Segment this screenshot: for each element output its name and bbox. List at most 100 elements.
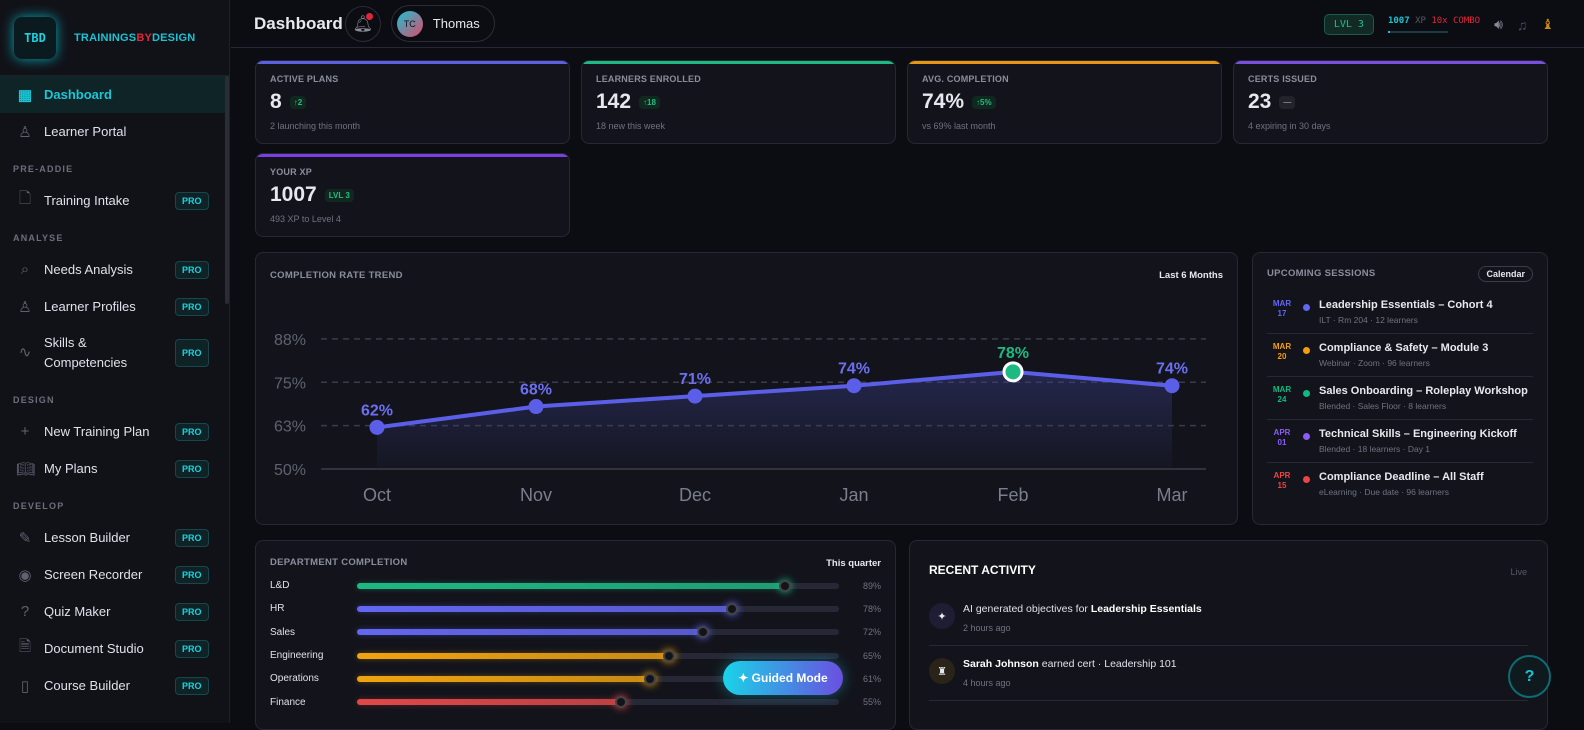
session-day: 24 xyxy=(1277,395,1287,404)
nav-icon: ? xyxy=(20,603,30,620)
sidebar-scrollbar[interactable] xyxy=(225,76,229,304)
sidebar-item[interactable]: ◉ Screen Recorder PRO xyxy=(0,556,229,593)
progress-fill xyxy=(357,696,628,709)
department-name: L&D xyxy=(270,580,290,592)
department-row: Sales 72% xyxy=(270,621,881,644)
xp-progress xyxy=(1387,31,1448,33)
sidebar-item[interactable]: 🗎︎ Document Studio PRO xyxy=(0,630,229,667)
department-row: Engineering 65% xyxy=(270,644,881,667)
session-item[interactable]: APR 15 Compliance Deadline – All Staff eLea… xyxy=(1267,463,1533,505)
sidebar-item-label: Lesson Builder xyxy=(44,530,130,545)
sidebar-item[interactable]: 📖︎ My Plans PRO xyxy=(0,450,229,487)
stat-delta-badge: — xyxy=(1279,95,1296,109)
area-fill xyxy=(377,371,1172,469)
pro-badge: PRO xyxy=(175,602,209,621)
stat-value: 23 xyxy=(1248,90,1272,113)
panel-title: DEPARTMENT COMPLETION xyxy=(270,557,408,568)
session-date: MAR 24 xyxy=(1267,385,1297,405)
sidebar-item[interactable]: ▯ Course Builder PRO xyxy=(0,667,229,704)
department-percent: 65% xyxy=(862,650,881,661)
guided-mode-button[interactable]: ✦ Guided Mode xyxy=(723,661,843,695)
sidebar-item[interactable]: + New Training Plan PRO xyxy=(0,413,229,450)
session-item[interactable]: MAR 20 Compliance & Safety – Module 3 Webin… xyxy=(1267,334,1533,377)
department-percent: 89% xyxy=(862,580,881,591)
stat-value: 8 xyxy=(270,90,282,113)
sidebar-item-label: Quiz Maker xyxy=(44,604,111,619)
department-completion-panel: DEPARTMENT COMPLETION This quarter L&D 89… xyxy=(255,540,896,730)
session-item[interactable]: MAR 24 Sales Onboarding – Roleplay Worksho… xyxy=(1267,377,1533,420)
stat-value: 74% xyxy=(922,90,965,113)
nav-icon: 📖︎ xyxy=(16,460,36,478)
xp-label: XP xyxy=(1415,16,1426,26)
sidebar-item[interactable]: ∿ Skills & Competencies PRO xyxy=(0,325,229,381)
x-tick-label: Oct xyxy=(363,485,391,505)
activity-item[interactable]: ♜ Sarah Johnson earned cert · Leadership … xyxy=(929,646,1528,701)
xp-value: 1007 xyxy=(1387,16,1410,26)
session-item[interactable]: MAR 17 Leadership Essentials – Cohort 4 ILT… xyxy=(1267,291,1533,334)
recent-activity-panel: RECENT ACTIVITY Live ✦ AI generated objec… xyxy=(909,540,1548,730)
y-tick-label: 50% xyxy=(274,462,306,479)
sparkle-icon: ✦ xyxy=(929,603,955,629)
sidebar-item[interactable]: ♙ Learner Profiles PRO xyxy=(0,288,229,325)
x-tick-label: Nov xyxy=(520,485,552,505)
activity-text-part: earned cert · Leadership 101 xyxy=(1038,658,1177,670)
sidebar-item[interactable]: 🗋︎ Training Intake PRO xyxy=(0,182,229,219)
notifications-button[interactable]: 🔔︎ xyxy=(344,5,381,42)
pro-badge: PRO xyxy=(175,676,209,695)
sidebar-section-title: DESIGN xyxy=(13,395,55,405)
meditation-icon[interactable]: ♝ xyxy=(1541,16,1554,32)
panel-title: UPCOMING SESSIONS xyxy=(1267,268,1376,279)
stat-subtext: vs 69% last month xyxy=(922,121,996,131)
data-label: 71% xyxy=(679,371,711,388)
activity-time: 2 hours ago xyxy=(963,623,1011,633)
session-dot xyxy=(1303,390,1310,397)
sidebar-item-label: Document Studio xyxy=(44,641,144,656)
nav-icon: 🗎︎ xyxy=(18,638,32,655)
range-label: This quarter xyxy=(826,558,881,569)
range-selector[interactable]: Last 6 Months xyxy=(1159,270,1223,281)
nav-icon: ▯ xyxy=(20,677,30,695)
stat-label: LEARNERS ENROLLED xyxy=(596,74,701,84)
nav-icon: ⌕ xyxy=(20,261,30,278)
session-detail: eLearning · Due date · 96 learners xyxy=(1319,487,1449,497)
speaker-icon[interactable]: 🔊︎ xyxy=(1494,16,1503,32)
department-row: Operations 61% xyxy=(270,667,881,690)
department-row: Finance 55% xyxy=(270,690,881,713)
department-percent: 72% xyxy=(862,627,881,638)
session-date: APR 15 xyxy=(1267,471,1297,491)
data-point xyxy=(1164,378,1180,394)
session-day: 20 xyxy=(1277,352,1287,361)
sidebar-item[interactable]: ⌕ Needs Analysis PRO xyxy=(0,251,229,288)
department-name: HR xyxy=(270,603,285,615)
sidebar-item[interactable]: ? Quiz Maker PRO xyxy=(0,593,229,630)
card-accent xyxy=(908,61,1221,64)
live-indicator: Live xyxy=(1510,567,1527,577)
music-icon[interactable]: ♫ xyxy=(1516,16,1528,33)
sidebar-item-dashboard[interactable]: ▦ Dashboard xyxy=(0,76,229,113)
sidebar-item[interactable]: ✎ Lesson Builder PRO xyxy=(0,519,229,556)
session-title: Leadership Essentials – Cohort 4 xyxy=(1319,299,1493,311)
stat-value: 142 xyxy=(596,90,632,113)
progress-knob xyxy=(697,626,710,639)
sidebar-item-learner-portal[interactable]: ♙ Learner Portal xyxy=(0,113,229,150)
logo[interactable]: TBD TRAININGSBYDESIGN xyxy=(0,0,229,76)
nav-icon: ∿ xyxy=(18,344,32,361)
activity-text: AI generated objectives for Leadership E… xyxy=(963,603,1202,615)
stat-label: AVG. COMPLETION xyxy=(922,74,1009,84)
progress-knob xyxy=(663,649,676,662)
help-button[interactable]: ? xyxy=(1508,655,1551,698)
series-line xyxy=(376,369,1173,430)
data-label: 74% xyxy=(838,361,870,378)
progress-knob xyxy=(725,602,738,615)
sidebar-item-label: Learner Portal xyxy=(44,124,127,139)
pro-badge: PRO xyxy=(175,639,209,658)
calendar-button[interactable]: Calendar xyxy=(1478,266,1533,282)
stat-delta-badge: ↑18 xyxy=(639,95,660,109)
pro-badge: PRO xyxy=(175,565,209,584)
session-day: 17 xyxy=(1277,309,1287,318)
activity-item[interactable]: ✦ AI generated objectives for Leadership … xyxy=(929,591,1528,646)
session-item[interactable]: APR 01 Technical Skills – Engineering Kick… xyxy=(1267,420,1533,463)
trophy-icon: ♜ xyxy=(929,658,955,684)
xp-progress-fill xyxy=(1387,31,1390,33)
user-menu[interactable]: TC Thomas xyxy=(390,5,495,42)
